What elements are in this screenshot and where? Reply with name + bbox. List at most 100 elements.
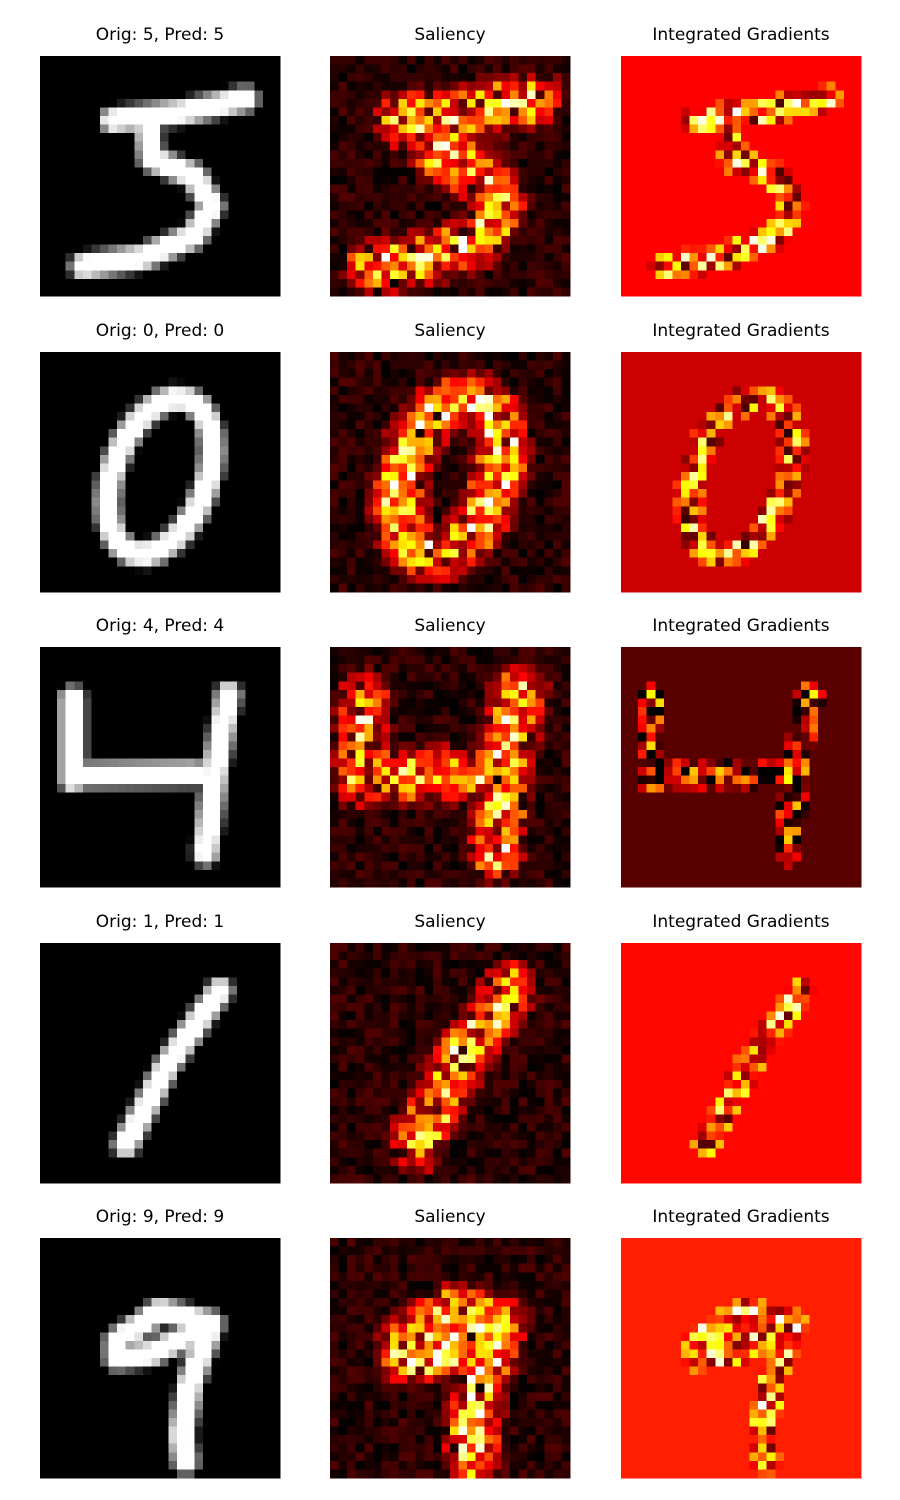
pixel (415, 150, 425, 160)
pixel (766, 124, 776, 134)
pixel (663, 532, 673, 541)
pixel (801, 377, 810, 387)
pixel (706, 377, 716, 387)
pixel (698, 472, 708, 481)
pixel (262, 532, 272, 541)
pixel (91, 681, 101, 691)
pixel (450, 278, 459, 288)
pixel (237, 124, 247, 134)
pixel (561, 150, 571, 160)
pixel (758, 141, 768, 151)
pixel (211, 566, 221, 576)
pixel (518, 167, 528, 177)
pixel (254, 707, 264, 716)
pixel (706, 193, 716, 203)
pixel (783, 278, 793, 288)
pixel (501, 523, 511, 533)
pixel (271, 369, 281, 379)
pixel (638, 184, 648, 194)
pixel (254, 655, 264, 665)
pixel (552, 437, 562, 447)
pixel (142, 90, 152, 100)
pixel (501, 116, 511, 125)
pixel (518, 73, 528, 83)
pixel (681, 278, 690, 288)
pixel (732, 218, 742, 228)
pixel (48, 253, 58, 263)
pixel (527, 107, 537, 117)
pixel (809, 583, 819, 593)
pixel (783, 64, 793, 74)
pixel (655, 352, 665, 361)
pixel (484, 158, 494, 168)
pixel (852, 540, 862, 550)
pixel (484, 540, 494, 550)
pixel (134, 64, 144, 74)
pixel (801, 412, 810, 421)
pixel (638, 386, 648, 396)
pixel (621, 514, 630, 524)
pixel (100, 360, 109, 370)
pixel (271, 90, 281, 100)
pixel (501, 549, 511, 559)
pixel (432, 218, 442, 228)
pixel (638, 480, 648, 490)
pixel (706, 184, 716, 194)
pixel (134, 506, 144, 516)
pixel (160, 506, 169, 516)
pixel (364, 193, 374, 203)
pixel (638, 236, 648, 245)
pixel (117, 715, 127, 725)
pixel (65, 489, 75, 499)
pixel (458, 236, 468, 245)
pixel (809, 64, 819, 74)
pixel (355, 64, 365, 74)
pixel (177, 672, 187, 682)
pixel (766, 227, 776, 237)
pixel (732, 369, 742, 379)
pixel (775, 244, 785, 254)
pixel (723, 73, 733, 83)
pixel (372, 64, 382, 74)
pixel (100, 583, 109, 593)
pixel (441, 150, 451, 160)
pixel (672, 472, 682, 481)
pixel (177, 141, 187, 151)
pixel (458, 523, 468, 533)
pixel (561, 73, 571, 83)
pixel (168, 463, 178, 473)
pixel (398, 566, 408, 576)
pixel (646, 116, 656, 125)
pixel (254, 158, 264, 168)
pixel (510, 574, 519, 584)
pixel (330, 253, 339, 263)
pixel (151, 287, 161, 297)
pixel (372, 480, 382, 490)
pixel (492, 98, 502, 108)
pixel (347, 90, 357, 100)
pixel (706, 81, 716, 91)
pixel (467, 437, 477, 447)
pixel (818, 394, 828, 404)
pixel (535, 158, 545, 168)
pixel (372, 261, 382, 271)
pixel (492, 81, 502, 91)
pixel (82, 698, 92, 708)
pixel (398, 158, 408, 168)
pixel (818, 540, 828, 550)
pixel (390, 150, 399, 160)
pixel (82, 158, 92, 168)
pixel (57, 386, 67, 396)
pixel (40, 377, 49, 387)
pixel (40, 732, 49, 742)
pixel (194, 446, 204, 456)
pixel (142, 472, 152, 481)
pixel (792, 116, 802, 125)
pixel (364, 352, 374, 361)
pixel (142, 158, 152, 168)
pixel (271, 158, 281, 168)
pixel (766, 506, 776, 516)
pixel (475, 360, 485, 370)
pixel (271, 261, 281, 271)
pixel (117, 253, 127, 263)
